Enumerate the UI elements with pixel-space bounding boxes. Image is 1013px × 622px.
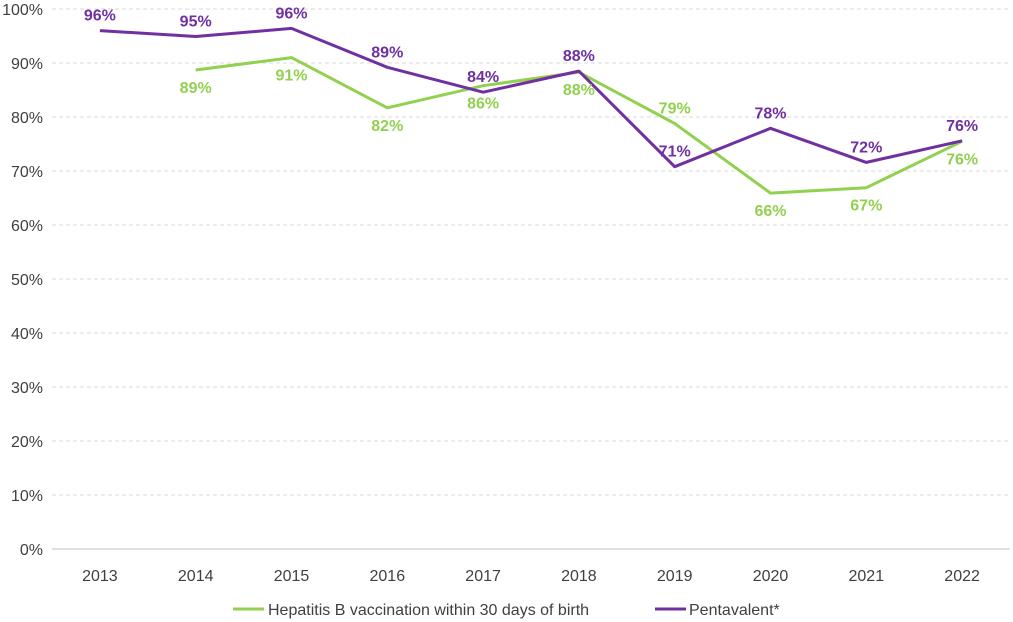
data-label: 95% — [180, 14, 212, 31]
data-label: 88% — [563, 82, 595, 99]
x-tick-label: 2014 — [178, 568, 214, 585]
data-label: 79% — [659, 100, 691, 117]
y-tick-label: 80% — [11, 110, 43, 127]
y-tick-label: 10% — [11, 488, 43, 505]
y-tick-label: 20% — [11, 434, 43, 451]
data-label: 89% — [371, 44, 403, 61]
x-tick-label: 2017 — [465, 568, 501, 585]
data-label: 78% — [754, 105, 786, 122]
x-tick-label: 2013 — [82, 568, 118, 585]
series-line-1 — [99, 26, 963, 169]
data-label: 86% — [467, 96, 499, 113]
data-label: 96% — [84, 8, 116, 25]
data-label: 67% — [850, 198, 882, 215]
y-tick-label: 40% — [11, 326, 43, 343]
legend-label-pentavalent: Pentavalent* — [689, 602, 780, 619]
y-tick-label: 90% — [11, 56, 43, 73]
data-label: 88% — [563, 48, 595, 65]
gridlines — [52, 8, 1010, 550]
y-tick-label: 30% — [11, 380, 43, 397]
data-label: 66% — [754, 203, 786, 220]
series-lines — [99, 26, 963, 195]
y-tick-label: 50% — [11, 272, 43, 289]
y-axis: 0% 10% 20% 30% 40% 50% 60% 70% 80% 90% 100% — [2, 2, 43, 559]
x-axis: 2013 2014 2015 2016 2017 2018 2019 2020 2021 2022 — [82, 568, 980, 585]
data-label: 71% — [659, 144, 691, 161]
data-labels: 89% 91% 82% 86% 88% 79% 66% 67% 76% 96% 95% 96% 89% 8… — [84, 5, 978, 220]
legend: Hepatitis B vaccination within 30 days o… — [233, 602, 780, 619]
data-label: 72% — [850, 139, 882, 156]
data-label: 91% — [275, 68, 307, 85]
y-tick-label: 100% — [2, 2, 43, 19]
series-line-0 — [195, 56, 963, 195]
data-label: 96% — [275, 5, 307, 22]
x-tick-label: 2021 — [849, 568, 885, 585]
x-tick-label: 2015 — [274, 568, 310, 585]
y-tick-label: 0% — [20, 542, 43, 559]
x-tick-label: 2022 — [944, 568, 980, 585]
data-label: 82% — [371, 118, 403, 135]
data-label: 89% — [180, 80, 212, 97]
data-label: 84% — [467, 69, 499, 86]
data-label: 76% — [946, 118, 978, 135]
data-label: 76% — [946, 151, 978, 168]
x-tick-label: 2019 — [657, 568, 693, 585]
x-tick-label: 2020 — [753, 568, 789, 585]
x-tick-label: 2018 — [561, 568, 597, 585]
x-tick-label: 2016 — [370, 568, 406, 585]
y-tick-label: 60% — [11, 218, 43, 235]
y-tick-label: 70% — [11, 164, 43, 181]
legend-label-hepatitis-b: Hepatitis B vaccination within 30 days o… — [268, 602, 589, 619]
